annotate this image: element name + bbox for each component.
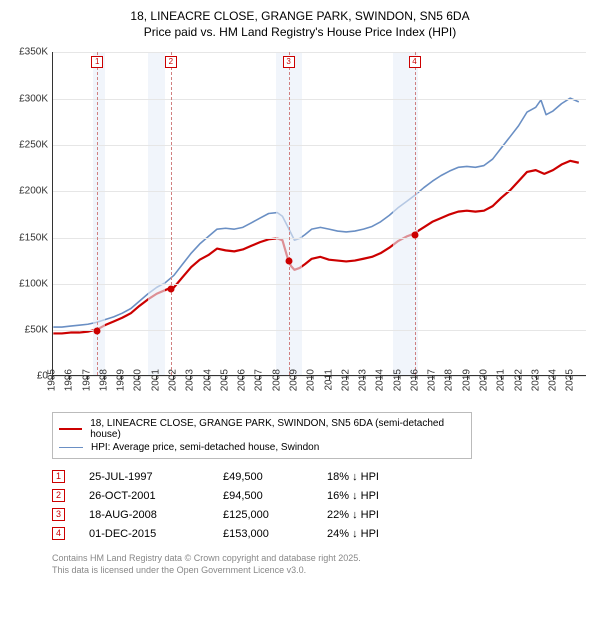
price-table: 1 25-JUL-1997 £49,500 18% ↓ HPI 2 26-OCT-2001… (52, 467, 592, 543)
sale-point-3 (285, 257, 292, 264)
row-date: 25-JUL-1997 (89, 471, 199, 483)
row-marker: 2 (52, 489, 65, 502)
x-axis-label: 2008 (271, 369, 282, 391)
row-diff: 22% ↓ HPI (327, 509, 417, 521)
legend-item: 18, LINEACRE CLOSE, GRANGE PARK, SWINDON… (59, 417, 465, 441)
legend-swatch (59, 447, 83, 448)
x-axis-label: 1995 (47, 369, 58, 391)
y-axis-label: £50K (25, 325, 48, 336)
legend-item: HPI: Average price, semi-detached house,… (59, 441, 465, 454)
legend-swatch (59, 428, 82, 430)
x-axis-label: 2007 (254, 369, 265, 391)
x-axis-label: 2000 (133, 369, 144, 391)
row-diff: 18% ↓ HPI (327, 471, 417, 483)
y-axis-label: £300K (19, 93, 48, 104)
footer-line-2: This data is licensed under the Open Gov… (52, 565, 592, 577)
row-marker: 4 (52, 527, 65, 540)
row-price: £94,500 (223, 490, 303, 502)
x-axis-label: 2010 (306, 369, 317, 391)
row-marker: 1 (52, 470, 65, 483)
attribution-footer: Contains HM Land Registry data © Crown c… (52, 553, 592, 576)
price-table-row: 2 26-OCT-2001 £94,500 16% ↓ HPI (52, 486, 592, 505)
x-axis-label: 2002 (167, 369, 178, 391)
x-axis-label: 2014 (375, 369, 386, 391)
x-axis-label: 2009 (288, 369, 299, 391)
y-axis-label: £200K (19, 186, 48, 197)
chart: 1234 £0£50K£100K£150K£200K£250K£300K£350… (8, 44, 592, 404)
y-axis-label: £350K (19, 47, 48, 58)
y-axis-label: £150K (19, 232, 48, 243)
gridline (53, 284, 586, 285)
gridline (53, 52, 586, 53)
row-date: 18-AUG-2008 (89, 509, 199, 521)
x-axis-label: 2020 (479, 369, 490, 391)
row-diff: 24% ↓ HPI (327, 528, 417, 540)
title-line-2: Price paid vs. HM Land Registry's House … (8, 24, 592, 40)
recession-band (148, 52, 165, 375)
sale-date-line (171, 52, 172, 375)
sale-point-4 (411, 231, 418, 238)
sale-marker-3: 3 (283, 56, 295, 68)
legend-label: 18, LINEACRE CLOSE, GRANGE PARK, SWINDON… (90, 418, 465, 440)
gridline (53, 191, 586, 192)
legend-label: HPI: Average price, semi-detached house,… (91, 442, 319, 453)
x-axis-label: 2005 (219, 369, 230, 391)
x-axis-label: 1998 (98, 369, 109, 391)
gridline (53, 330, 586, 331)
plot-area: 1 2 3 4 (52, 52, 586, 376)
gridline (53, 99, 586, 100)
row-date: 01-DEC-2015 (89, 528, 199, 540)
series-hpi (53, 99, 578, 328)
x-axis-label: 2003 (185, 369, 196, 391)
row-price: £49,500 (223, 471, 303, 483)
title-line-1: 18, LINEACRE CLOSE, GRANGE PARK, SWINDON… (8, 8, 592, 24)
x-axis-label: 2004 (202, 369, 213, 391)
x-axis-label: 2018 (444, 369, 455, 391)
x-axis-label: 2024 (548, 369, 559, 391)
sale-point-2 (167, 285, 174, 292)
x-axis-label: 1999 (116, 369, 127, 391)
row-marker: 3 (52, 508, 65, 521)
price-table-row: 1 25-JUL-1997 £49,500 18% ↓ HPI (52, 467, 592, 486)
chart-title: 18, LINEACRE CLOSE, GRANGE PARK, SWINDON… (8, 8, 592, 40)
x-axis-label: 2019 (461, 369, 472, 391)
price-table-row: 3 18-AUG-2008 £125,000 22% ↓ HPI (52, 505, 592, 524)
x-axis-label: 2023 (530, 369, 541, 391)
row-price: £125,000 (223, 509, 303, 521)
x-axis-label: 2015 (392, 369, 403, 391)
row-price: £153,000 (223, 528, 303, 540)
x-axis-label: 2021 (496, 369, 507, 391)
x-axis-label: 2013 (358, 369, 369, 391)
legend: 18, LINEACRE CLOSE, GRANGE PARK, SWINDON… (52, 412, 472, 459)
x-axis-label: 2016 (409, 369, 420, 391)
sale-point-1 (94, 327, 101, 334)
line-layer (53, 52, 586, 375)
x-axis-label: 2006 (237, 369, 248, 391)
y-axis-label: £100K (19, 278, 48, 289)
footer-line-1: Contains HM Land Registry data © Crown c… (52, 553, 592, 565)
row-diff: 16% ↓ HPI (327, 490, 417, 502)
sale-date-line (289, 52, 290, 375)
x-axis-label: 2001 (150, 369, 161, 391)
x-axis-label: 1996 (64, 369, 75, 391)
price-table-row: 4 01-DEC-2015 £153,000 24% ↓ HPI (52, 524, 592, 543)
sale-marker-2: 2 (165, 56, 177, 68)
sale-marker-4: 4 (409, 56, 421, 68)
x-axis-label: 2017 (427, 369, 438, 391)
x-axis-label: 2022 (513, 369, 524, 391)
sale-marker-1: 1 (91, 56, 103, 68)
row-date: 26-OCT-2001 (89, 490, 199, 502)
sale-date-line (415, 52, 416, 375)
x-axis-label: 2011 (323, 369, 334, 391)
gridline (53, 145, 586, 146)
x-axis-label: 1997 (81, 369, 92, 391)
y-axis-label: £250K (19, 139, 48, 150)
x-axis-label: 2025 (565, 369, 576, 391)
x-axis-label: 2012 (340, 369, 351, 391)
gridline (53, 238, 586, 239)
